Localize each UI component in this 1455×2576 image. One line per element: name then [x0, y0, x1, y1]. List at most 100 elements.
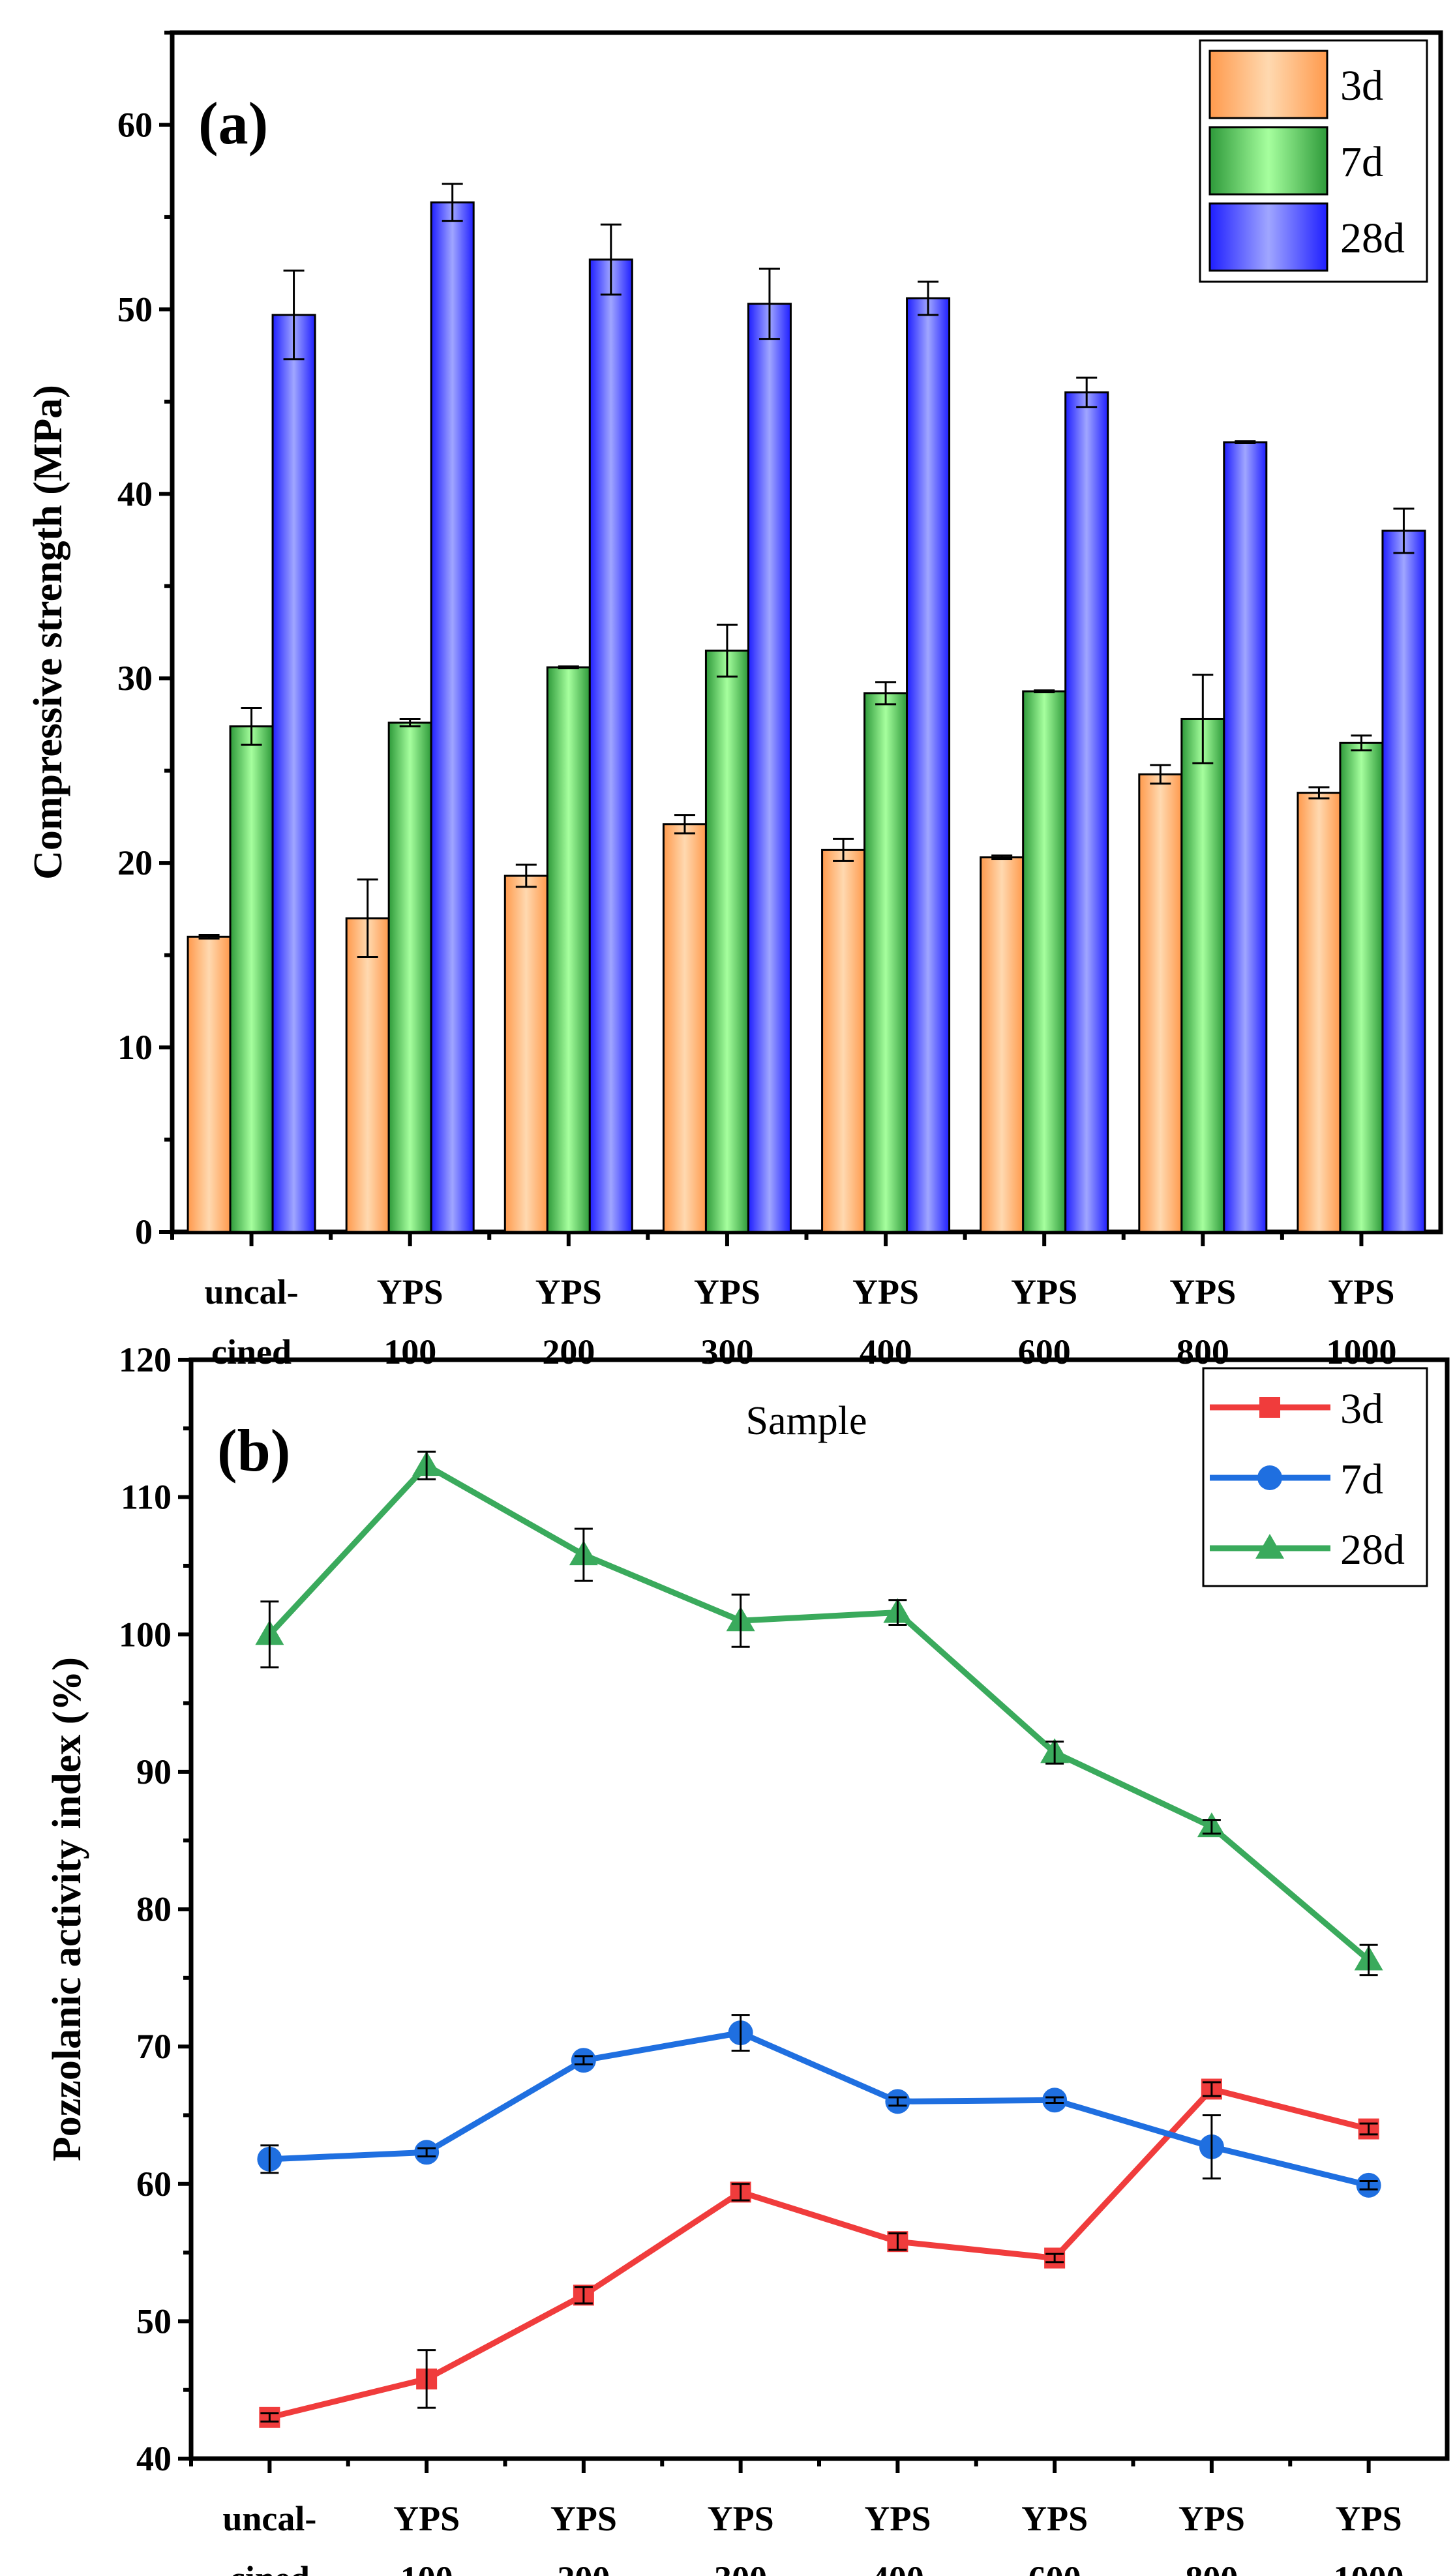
- legend-marker: [1257, 1465, 1282, 1490]
- y-tick-label: 100: [119, 1615, 172, 1654]
- y-tick-label: 90: [136, 1752, 172, 1791]
- x-tick-label-line: cined: [230, 2559, 310, 2576]
- chart-b: 405060708090100110120uncal-cinedYPS100YP…: [45, 1340, 1450, 2576]
- x-tick-label-line: YPS: [550, 2499, 617, 2538]
- x-tick-label-line: cined: [211, 1332, 292, 1371]
- legend-label: 7d: [1340, 1456, 1383, 1503]
- bar-3d: [345, 917, 390, 1233]
- x-tick-label-line: YPS: [864, 2499, 931, 2538]
- bar-28d: [1223, 441, 1268, 1233]
- y-tick-label: 120: [119, 1340, 172, 1379]
- series-line: [269, 2086, 1370, 2421]
- bar-28d: [271, 314, 316, 1233]
- y-tick-label: 0: [135, 1212, 153, 1251]
- x-tick-label-line: YPS: [1169, 1272, 1236, 1311]
- bar-7d: [1022, 690, 1067, 1233]
- x-tick-label-line: YPS: [1336, 2499, 1402, 2538]
- legend-label: 3d: [1340, 1385, 1383, 1433]
- x-tick-label: uncal-cined: [205, 1272, 299, 1371]
- series-line: [267, 1462, 1371, 1962]
- x-tick-label: YPS 1000: [1326, 1272, 1396, 1371]
- x-tick-label-line: YPS: [694, 1272, 760, 1311]
- bar-3d: [980, 856, 1025, 1233]
- x-tick-label-line: 600: [1018, 1332, 1071, 1371]
- y-axis-label: Pozzolanic activity index (%): [45, 1657, 89, 2161]
- legend-swatch-28d: [1208, 202, 1328, 272]
- x-tick-label: YPS 100: [377, 1272, 443, 1371]
- x-tick-label-line: 200: [542, 1332, 595, 1371]
- x-tick-label-line: uncal-: [205, 1272, 299, 1311]
- x-tick-label-line: YPS: [1011, 1272, 1077, 1311]
- x-tick-label-line: 300: [700, 1332, 753, 1371]
- x-tick-label: YPS 300: [694, 1272, 760, 1371]
- y-tick-label: 70: [136, 2027, 172, 2066]
- x-tick-label-line: 800: [1185, 2559, 1238, 2576]
- y-tick-label: 50: [117, 290, 153, 329]
- x-tick-label: YPS 400: [864, 2499, 931, 2576]
- y-tick-label: 110: [121, 1478, 172, 1517]
- x-tick-label-line: 400: [860, 1332, 912, 1371]
- x-tick-label-line: 100: [400, 2559, 453, 2576]
- bar-3d: [503, 875, 548, 1233]
- bar-28d: [430, 201, 475, 1233]
- x-tick-label: YPS 800: [1169, 1272, 1236, 1371]
- y-tick-label: 40: [117, 474, 153, 513]
- bar-28d: [906, 297, 951, 1233]
- bar-3d: [662, 823, 707, 1233]
- legend-swatch-7d: [1208, 126, 1328, 196]
- y-tick-label: 10: [117, 1028, 153, 1067]
- x-tick-label-line: 200: [557, 2559, 610, 2576]
- y-axis-label: Compressive strength (MPa): [26, 385, 70, 880]
- bar-7d: [387, 721, 432, 1233]
- panel-label: (a): [198, 90, 268, 157]
- bar-28d: [747, 303, 792, 1233]
- x-tick-label-line: 300: [714, 2559, 767, 2576]
- x-tick-label-line: YPS: [708, 2499, 774, 2538]
- x-tick-label-line: 1000: [1326, 1332, 1396, 1371]
- bar-3d: [1138, 773, 1183, 1233]
- bar-7d: [1339, 741, 1384, 1233]
- bar-3d: [187, 935, 232, 1233]
- y-tick-label: 80: [136, 1890, 172, 1929]
- bar-28d: [588, 258, 633, 1233]
- bar-7d: [863, 692, 908, 1233]
- x-tick-label: YPS 100: [393, 2499, 460, 2576]
- legend-label: 28d: [1340, 1526, 1405, 1574]
- x-axis-label: Sample: [746, 1399, 867, 1443]
- x-tick-label-line: YPS: [852, 1272, 919, 1311]
- x-tick-label-line: 1000: [1334, 2559, 1404, 2576]
- series-line: [269, 2029, 1370, 2189]
- x-tick-label: YPS 600: [1021, 2499, 1088, 2576]
- legend-marker: [1259, 1397, 1280, 1418]
- x-tick-label: YPS 600: [1011, 1272, 1077, 1371]
- x-tick-label-line: uncal-: [222, 2499, 316, 2538]
- series-7d: [257, 2014, 1381, 2198]
- y-tick-label: 20: [117, 843, 153, 882]
- bar-7d: [1180, 717, 1225, 1233]
- bar-7d: [546, 666, 591, 1233]
- bar-28d: [1064, 391, 1109, 1233]
- y-tick-label: 40: [136, 2439, 172, 2478]
- x-tick-label: YPS 800: [1178, 2499, 1245, 2576]
- y-tick-label: 50: [136, 2301, 172, 2341]
- legend: 3d 7d 28d: [1199, 39, 1428, 283]
- x-tick-label-line: 800: [1177, 1332, 1229, 1371]
- bar-3d: [821, 848, 866, 1233]
- x-tick-label-line: YPS: [393, 2499, 460, 2538]
- bar-7d: [704, 650, 749, 1233]
- legend-label: 28d: [1340, 215, 1405, 262]
- series-3d: [259, 2078, 1379, 2428]
- x-tick-label-line: YPS: [1328, 1272, 1394, 1311]
- x-tick-label-line: YPS: [377, 1272, 443, 1311]
- x-tick-label-line: YPS: [535, 1272, 602, 1311]
- panel-label: (b): [217, 1417, 290, 1484]
- x-tick-label-line: YPS: [1178, 2499, 1245, 2538]
- legend-label: 3d: [1340, 62, 1383, 110]
- x-tick-label-line: YPS: [1021, 2499, 1088, 2538]
- x-tick-label-line: 600: [1028, 2559, 1081, 2576]
- legend-swatch-3d: [1208, 50, 1328, 119]
- y-tick-label: 30: [117, 659, 153, 698]
- x-tick-label: YPS 200: [535, 1272, 602, 1371]
- bar-28d: [1381, 530, 1426, 1233]
